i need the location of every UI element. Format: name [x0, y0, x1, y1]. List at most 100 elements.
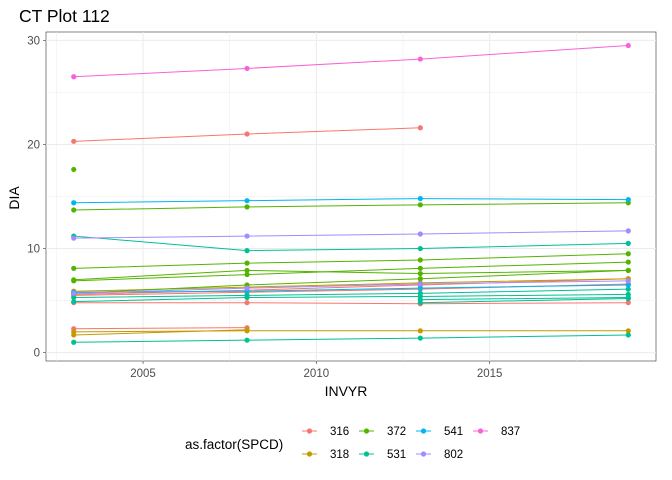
data-point-541	[417, 285, 423, 291]
data-point-316	[625, 300, 631, 306]
data-point-316	[71, 138, 77, 144]
series-line-372	[73, 253, 629, 269]
chart-title: CT Plot 112	[19, 6, 110, 26]
series-line-531	[73, 288, 629, 298]
legend-label: 372	[387, 426, 406, 438]
legend: as.factor(SPCD) 316 318 372 531 541 802 837	[185, 426, 520, 461]
legend-label: 837	[501, 426, 520, 438]
legend-key-point	[420, 428, 427, 434]
data-point-372	[417, 265, 423, 271]
data-point-372	[625, 259, 631, 265]
legend-key-point	[363, 428, 370, 434]
data-point-531	[625, 332, 631, 338]
data-point-531	[417, 300, 423, 306]
data-point-837	[625, 42, 631, 49]
legend-item-541: 541	[416, 426, 463, 438]
y-tick-label: 30	[27, 35, 40, 47]
data-point-531	[625, 286, 631, 292]
legend-label: 802	[444, 449, 463, 461]
series-line-372	[73, 269, 629, 281]
y-axis-title: DIA	[6, 186, 22, 210]
y-tick-label: 10	[27, 244, 40, 256]
data-point-541	[625, 282, 631, 288]
data-point-531	[244, 337, 250, 343]
legend-item-837: 837	[473, 426, 520, 438]
series-line-531	[420, 296, 629, 301]
legend-keys: 316 318 372 531 541 802 837	[302, 426, 520, 461]
series-line-318	[73, 330, 629, 333]
legend-label: 316	[330, 426, 349, 438]
data-point-802	[71, 290, 77, 296]
series-line-802	[73, 230, 629, 239]
data-point-372	[417, 276, 423, 282]
legend-key-point	[363, 451, 370, 457]
series-lines	[73, 45, 629, 343]
data-point-541	[71, 200, 77, 206]
data-point-318	[417, 328, 423, 334]
data-point-802	[625, 278, 631, 284]
data-point-531	[244, 294, 250, 301]
legend-item-372: 372	[359, 426, 406, 438]
data-point-372	[417, 257, 423, 263]
data-point-372	[244, 271, 250, 278]
series-line-316	[73, 278, 629, 295]
gridlines	[46, 32, 656, 361]
data-point-541	[625, 197, 631, 203]
data-point-372	[625, 251, 631, 257]
data-point-802	[625, 228, 631, 234]
data-point-837	[244, 65, 250, 72]
legend-label: 541	[444, 426, 463, 438]
legend-key-point	[420, 451, 427, 457]
series-line-802	[73, 280, 629, 294]
data-point-531	[417, 335, 423, 341]
data-point-531	[417, 245, 423, 252]
series-points	[71, 42, 631, 345]
data-point-802	[71, 235, 77, 241]
data-point-837	[71, 74, 77, 80]
data-point-541	[417, 195, 423, 202]
x-tick-label: 2005	[130, 368, 156, 380]
legend-item-318: 318	[302, 449, 349, 461]
data-point-372	[417, 202, 423, 208]
series-line-372	[73, 202, 629, 211]
data-point-531	[244, 248, 250, 254]
y-axis: 0 10 20 30	[27, 35, 46, 360]
data-point-372	[71, 207, 77, 213]
series-line-541	[73, 284, 629, 293]
legend-label: 318	[330, 449, 349, 461]
data-point-372	[71, 166, 77, 173]
series-line-316	[73, 327, 248, 330]
data-point-372	[625, 267, 631, 274]
data-point-531	[625, 295, 631, 302]
x-axis: 2005 2010 2015	[130, 361, 502, 380]
data-point-541	[244, 198, 250, 204]
data-point-316	[417, 125, 423, 131]
data-point-372	[71, 277, 77, 283]
series-line-318	[73, 329, 248, 336]
legend-item-802: 802	[416, 449, 463, 461]
y-tick-label: 0	[34, 348, 40, 360]
series-line-531	[420, 298, 629, 304]
data-point-837	[417, 56, 423, 62]
data-point-802	[417, 231, 423, 237]
data-point-372	[244, 260, 250, 266]
data-point-316	[244, 300, 250, 306]
data-point-318	[625, 328, 631, 334]
legend-item-316: 316	[302, 426, 349, 438]
data-point-318	[71, 332, 77, 338]
data-point-372	[244, 267, 250, 274]
legend-label: 531	[387, 449, 406, 461]
series-line-541	[73, 198, 629, 204]
data-point-531	[71, 339, 77, 345]
data-point-531	[71, 294, 77, 301]
data-point-372	[244, 204, 250, 210]
legend-title: as.factor(SPCD)	[185, 437, 283, 452]
data-point-372	[417, 270, 423, 277]
series-line-531	[73, 293, 629, 303]
x-tick-label: 2015	[477, 368, 503, 380]
data-point-802	[244, 285, 250, 291]
legend-item-531: 531	[359, 449, 406, 461]
series-line-531	[73, 235, 629, 252]
data-point-802	[417, 281, 423, 287]
data-point-316	[244, 131, 250, 137]
